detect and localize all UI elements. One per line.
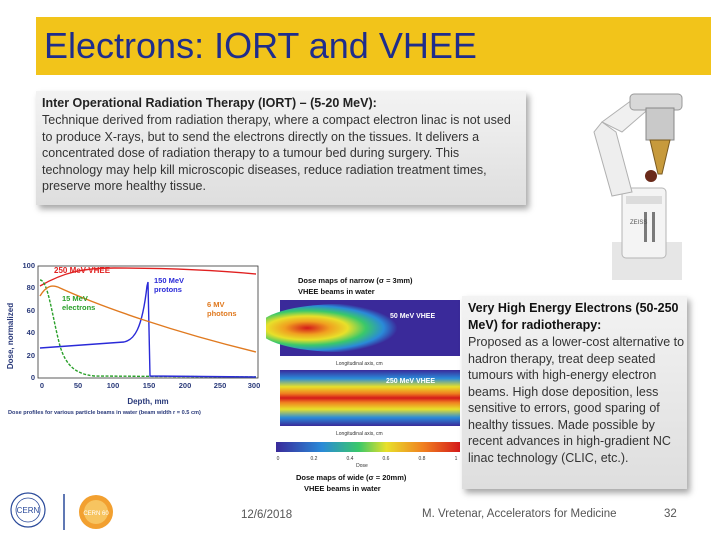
narrow-map-title: Dose maps of narrow (σ = 3mm) <box>298 276 413 285</box>
footer-date: 12/6/2018 <box>241 509 293 521</box>
depth-dose-xlabel: Depth, mm <box>127 397 168 406</box>
label-electrons: electrons <box>62 303 95 312</box>
cbar-tick-06: 0.6 <box>383 456 390 462</box>
xtick-0: 0 <box>40 381 44 390</box>
photons-6mv-curve <box>39 285 257 353</box>
narrow-map-subtitle: VHEE beams in water <box>298 287 375 296</box>
tag-250mev-vhee: 250 MeV VHEE <box>386 378 435 385</box>
xtick-50: 50 <box>74 381 82 390</box>
label-protons: protons <box>154 285 182 294</box>
wide-map-xlabel: Longitudinal axis, cm <box>336 431 383 437</box>
cbar-tick-02: 0.2 <box>311 456 318 462</box>
anniversary-logo: CERN 60 <box>79 495 113 529</box>
cern-logo: CERN <box>10 492 46 528</box>
vhee-250mev-curve <box>39 267 257 287</box>
cbar-tick-08: 0.8 <box>419 456 426 462</box>
iort-linac-robot-image: ZEISS <box>542 92 702 280</box>
vhee-heading: Very High Energy Electrons (50-250 MeV) … <box>468 301 679 332</box>
vhee-text-box: Very High Energy Electrons (50-250 MeV) … <box>462 296 687 489</box>
slide-title: Electrons: IORT and VHEE <box>44 25 477 66</box>
label-150mev: 150 MeV <box>154 276 184 285</box>
cern-logo-text: CERN <box>17 506 40 515</box>
vhee-description: Proposed as a lower-cost alternative to … <box>468 335 685 465</box>
depth-dose-chart: Dose, normalized 0 20 40 60 80 100 0 50 … <box>4 256 266 416</box>
cbar-tick-04: 0.4 <box>347 456 354 462</box>
ytick-40: 40 <box>27 328 35 337</box>
svg-text:ZEISS: ZEISS <box>630 220 647 226</box>
narrow-beam-core <box>266 304 422 352</box>
vhee-dose-maps: Dose maps of narrow (σ = 3mm) VHEE beams… <box>266 270 462 496</box>
footer-logos: CERN CERN 60 <box>10 492 113 530</box>
ytick-0: 0 <box>31 373 35 382</box>
ytick-80: 80 <box>27 283 35 292</box>
wide-beam-map <box>280 370 460 426</box>
xtick-250: 250 <box>214 381 227 390</box>
iort-heading: Inter Operational Radiation Therapy (IOR… <box>42 96 377 110</box>
footer-page-number: 32 <box>664 508 677 520</box>
cbar-tick-1: 1 <box>455 456 458 462</box>
iort-text-box: Inter Operational Radiation Therapy (IOR… <box>36 91 526 205</box>
title-bar: Electrons: IORT and VHEE <box>36 17 711 75</box>
label-6mv: 6 MV <box>207 300 225 309</box>
colorbar-label: Dose <box>356 463 368 469</box>
anniversary-logo-text: CERN 60 <box>83 511 109 517</box>
footer-author: M. Vretenar, Accelerators for Medicine <box>422 508 617 520</box>
wide-map-subtitle: VHEE beams in water <box>304 484 381 493</box>
depth-dose-caption: Dose profiles for various particle beams… <box>8 410 201 416</box>
xtick-100: 100 <box>107 381 120 390</box>
depth-dose-ylabel: Dose, normalized <box>6 303 15 369</box>
ytick-100: 100 <box>22 261 35 270</box>
iort-description: Technique derived from radiation therapy… <box>42 113 511 193</box>
ytick-20: 20 <box>27 351 35 360</box>
dose-colorbar <box>276 442 460 452</box>
xtick-150: 150 <box>143 381 156 390</box>
cbar-tick-0: 0 <box>277 456 280 462</box>
protons-150mev-curve <box>39 281 257 378</box>
ytick-60: 60 <box>27 306 35 315</box>
label-15mev: 15 MeV <box>62 294 88 303</box>
xtick-200: 200 <box>179 381 192 390</box>
wide-map-title: Dose maps of wide (σ = 20mm) <box>296 473 407 482</box>
xtick-300: 300 <box>248 381 261 390</box>
label-photons: photons <box>207 309 237 318</box>
tag-50mev-vhee: 50 MeV VHEE <box>390 313 435 320</box>
label-250mev-vhee: 250 MeV VHEE <box>54 266 111 275</box>
narrow-map-xlabel: Longitudinal axis, cm <box>336 361 383 367</box>
